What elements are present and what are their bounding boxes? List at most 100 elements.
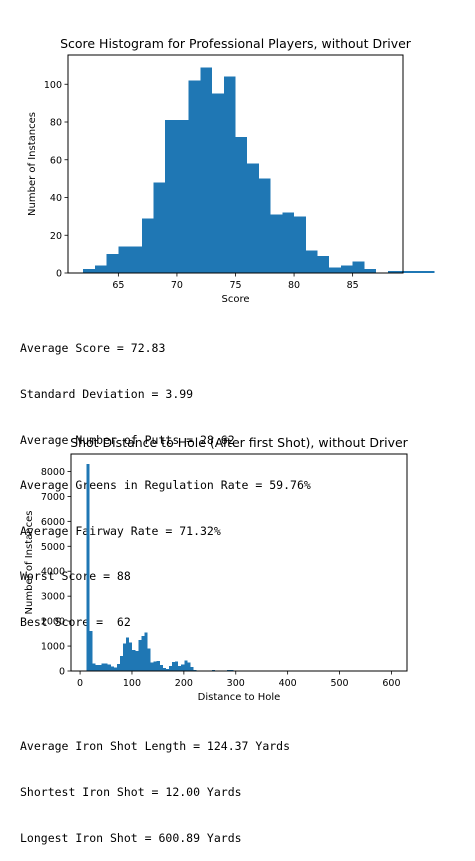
y-axis-label: Number of Instances (27, 112, 38, 216)
y-tick-label: 7000 (41, 492, 65, 503)
iron-shot-stats-block: Average Iron Shot Length = 124.37 Yards … (20, 709, 290, 861)
histogram-bar (154, 662, 157, 671)
histogram-bar (271, 214, 283, 273)
histogram-bar (411, 271, 423, 273)
histogram-bar (151, 662, 154, 671)
histogram-bar (99, 665, 102, 671)
histogram-bar (120, 656, 123, 671)
x-tick-label: 65 (112, 280, 124, 291)
y-tick-label: 100 (44, 80, 62, 91)
histogram-bar (132, 650, 135, 671)
x-tick-label: 600 (382, 678, 400, 689)
y-tick-label: 3000 (41, 592, 65, 603)
histogram-bar (364, 269, 376, 273)
histogram-bar (107, 254, 119, 273)
histogram-bar (212, 94, 224, 273)
histogram-bar (163, 668, 166, 671)
histogram-bar (247, 164, 259, 273)
histogram-bar (294, 216, 306, 273)
y-tick-label: 60 (50, 155, 62, 166)
histogram-bar (329, 267, 341, 273)
histogram-bar (306, 250, 318, 273)
histogram-bar (148, 649, 151, 671)
x-tick-label: 400 (279, 678, 297, 689)
histogram-bar (126, 637, 129, 671)
histogram-bar (142, 218, 154, 273)
plot-frame (71, 454, 407, 671)
x-tick-label: 85 (347, 280, 359, 291)
histogram-bar (187, 662, 190, 671)
histogram-bar (108, 665, 111, 671)
histogram-bar (117, 664, 120, 671)
histogram-bar (95, 265, 107, 273)
y-tick-label: 1000 (41, 642, 65, 653)
histogram-bar (181, 664, 184, 671)
histogram-bar (123, 644, 126, 671)
histogram-bar (111, 667, 114, 671)
histogram-bar (184, 660, 187, 671)
histogram-bar (118, 247, 130, 273)
histogram-bar (224, 77, 236, 273)
histogram-bar (86, 464, 89, 671)
longest-iron-shot-text: Longest Iron Shot = 600.89 Yards (20, 831, 290, 846)
histogram-bar (141, 636, 144, 671)
histogram-bar (282, 213, 294, 273)
histogram-bar (102, 664, 105, 671)
histogram-bar (144, 632, 147, 671)
shortest-iron-shot-text: Shortest Iron Shot = 12.00 Yards (20, 785, 290, 800)
x-tick-label: 70 (171, 280, 183, 291)
score-histogram-chart: 65 70 75 80 85 0 20 40 60 80 100 Score Histogram fo… (0, 0, 475, 310)
histogram-bar (157, 661, 160, 671)
histogram-bar (135, 651, 138, 671)
histogram-bar (341, 265, 353, 273)
histogram-bar (423, 271, 435, 273)
histogram-bar (175, 662, 178, 671)
y-tick-label: 20 (50, 231, 62, 242)
histogram-bar (189, 80, 201, 273)
histogram-bar (92, 664, 95, 671)
x-tick-label: 75 (229, 280, 241, 291)
x-tick-label: 0 (77, 678, 83, 689)
x-axis-label: Distance to Hole (198, 692, 281, 703)
histogram-bar (353, 262, 365, 273)
y-axis-label: Number of Instances (24, 511, 35, 615)
chart-title: Score Histogram for Professional Players… (60, 36, 412, 51)
histogram-bar (190, 667, 193, 671)
standard-deviation-text: Standard Deviation = 3.99 (20, 387, 311, 402)
histogram-bar (130, 247, 142, 273)
histogram-bar (177, 120, 189, 273)
y-tick-label: 2000 (41, 617, 65, 628)
histogram-bar (95, 665, 98, 671)
histogram-bar (259, 179, 271, 273)
histogram-bar (178, 666, 181, 671)
histogram-bar (236, 137, 248, 273)
y-tick-label: 80 (50, 118, 62, 129)
histogram-bar (154, 182, 166, 273)
histogram-bar (160, 665, 163, 671)
y-tick-label: 4000 (41, 567, 65, 578)
histogram-bar (172, 662, 175, 671)
chart-title: Shot Distance to Hole (After first Shot)… (70, 435, 409, 450)
histogram-bar (129, 642, 132, 671)
histogram-bar (138, 640, 141, 671)
x-tick-label: 300 (227, 678, 245, 689)
x-tick-label: 100 (123, 678, 141, 689)
histogram-bar (114, 668, 117, 671)
histogram-bar (165, 120, 177, 273)
average-iron-shot-text: Average Iron Shot Length = 124.37 Yards (20, 739, 290, 754)
y-tick-label: 6000 (41, 517, 65, 528)
y-tick-label: 5000 (41, 542, 65, 553)
y-tick-label: 40 (50, 193, 62, 204)
y-tick-label: 0 (59, 667, 65, 678)
histogram-bar (169, 666, 172, 671)
x-tick-label: 200 (175, 678, 193, 689)
histogram-bar (89, 631, 92, 671)
x-tick-label: 500 (330, 678, 348, 689)
histogram-bar (317, 256, 329, 273)
y-tick-label: 0 (56, 269, 62, 280)
histogram-bar (105, 664, 108, 671)
x-axis-label: Score (221, 294, 249, 305)
x-tick-label: 80 (288, 280, 300, 291)
y-tick-label: 8000 (41, 467, 65, 478)
average-score-text: Average Score = 72.83 (20, 341, 311, 356)
